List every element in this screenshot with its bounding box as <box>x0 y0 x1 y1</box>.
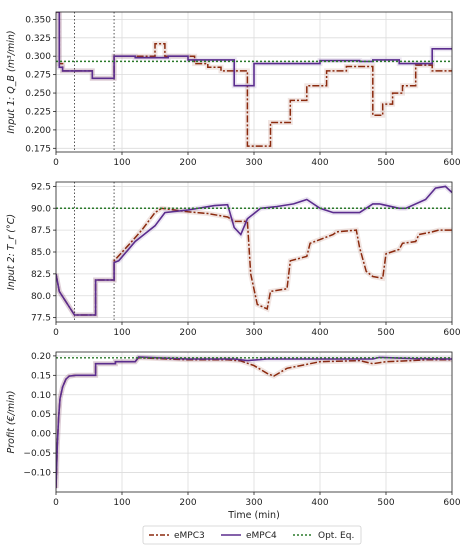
x-tick-label: 400 <box>311 328 328 338</box>
y-tick-label: 85.0 <box>31 248 51 258</box>
plot-area <box>56 12 452 152</box>
y-tick-label: 80.0 <box>31 292 51 302</box>
series-empc4-line <box>56 12 452 87</box>
y-tick-label: 77.5 <box>31 314 51 324</box>
x-tick-label: 200 <box>179 498 196 508</box>
y-tick-label: 0.20 <box>31 352 51 362</box>
x-tick-label: 400 <box>311 158 328 168</box>
chart-panels: 0 100 200 300 400 500 6000.1750.2000.2250.2500… <box>6 11 461 521</box>
y-tick-label: 0.225 <box>25 107 51 117</box>
y-axis-label: Input 2: T_r (°C) <box>6 214 17 290</box>
plot-area <box>56 354 452 489</box>
x-axis-label: Time (min) <box>227 510 280 521</box>
y-tick-label: −0.10 <box>23 469 51 479</box>
y-tick-label: 0.10 <box>31 391 51 401</box>
x-tick-label: 600 <box>443 328 460 338</box>
y-axis-label: Profit (€/min) <box>6 391 17 454</box>
legend: eMPC3 eMPC4 Opt. Eq. <box>142 525 362 545</box>
x-tick-label: 0 <box>53 328 59 338</box>
x-tick-label: 500 <box>377 498 394 508</box>
x-tick-label: 300 <box>245 158 262 168</box>
y-tick-label: 0.325 <box>25 34 51 44</box>
y-tick-label: 92.5 <box>31 182 51 192</box>
y-tick-label: 0.300 <box>25 52 51 62</box>
plot-area <box>56 182 452 322</box>
x-tick-label: 200 <box>179 328 196 338</box>
y-tick-label: 0.350 <box>25 15 51 25</box>
x-tick-label: 300 <box>245 498 262 508</box>
panel-2: 0 100 200 300 400 500 600 77.5 80.0 82.5 85.0 87.5 9… <box>6 181 461 338</box>
y-tick-label: 90.0 <box>31 204 51 214</box>
legend-label: eMPC3 <box>174 531 205 541</box>
x-tick-label: 600 <box>443 158 460 168</box>
y-tick-label: 0.15 <box>31 371 51 381</box>
y-tick-label: 0.275 <box>25 71 51 81</box>
x-tick-label: 500 <box>377 158 394 168</box>
x-tick-label: 100 <box>113 498 130 508</box>
y-axis-label: Input 1: Q_B (m³/min) <box>6 30 17 133</box>
y-tick-label: 0.250 <box>25 89 51 99</box>
legend-label: eMPC4 <box>246 531 277 541</box>
x-tick-label: 200 <box>179 158 196 168</box>
x-tick-label: 0 <box>53 498 59 508</box>
y-tick-label: 82.5 <box>31 270 51 280</box>
y-tick-label: 87.5 <box>31 226 51 236</box>
x-tick-label: 400 <box>311 498 328 508</box>
y-tick-label: 0.175 <box>25 144 51 154</box>
series-empc3-line <box>56 207 452 316</box>
x-tick-label: 500 <box>377 328 394 338</box>
series-empc4-line <box>56 356 452 489</box>
panel-1: 0 100 200 300 400 500 600 0.175 0.200 0.225 0.250 0… <box>6 11 461 168</box>
y-tick-label: 0.00 <box>31 430 51 440</box>
x-tick-label: 600 <box>443 498 460 508</box>
series-empc3-line <box>56 12 452 147</box>
x-tick-label: 100 <box>113 158 130 168</box>
legend-box <box>142 525 362 545</box>
panel-3: 0 100 200 300 400 500 600 −0.10 −0.05 0.00 0.05 0.1… <box>6 351 461 521</box>
y-tick-label: 0.200 <box>25 126 51 136</box>
series-empc4-line <box>56 185 452 316</box>
y-tick-label: 0.05 <box>31 410 51 420</box>
x-tick-label: 0 <box>53 158 59 168</box>
y-tick-label: −0.05 <box>23 449 51 459</box>
legend-label: Opt. Eq. <box>318 531 354 541</box>
x-tick-label: 100 <box>113 328 130 338</box>
x-tick-label: 300 <box>245 328 262 338</box>
